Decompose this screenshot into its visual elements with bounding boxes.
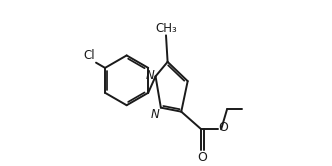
Text: CH₃: CH₃	[155, 22, 177, 35]
Text: N: N	[151, 108, 160, 122]
Text: N: N	[145, 69, 154, 82]
Text: O: O	[219, 121, 228, 134]
Text: O: O	[198, 151, 208, 164]
Text: Cl: Cl	[84, 49, 95, 62]
